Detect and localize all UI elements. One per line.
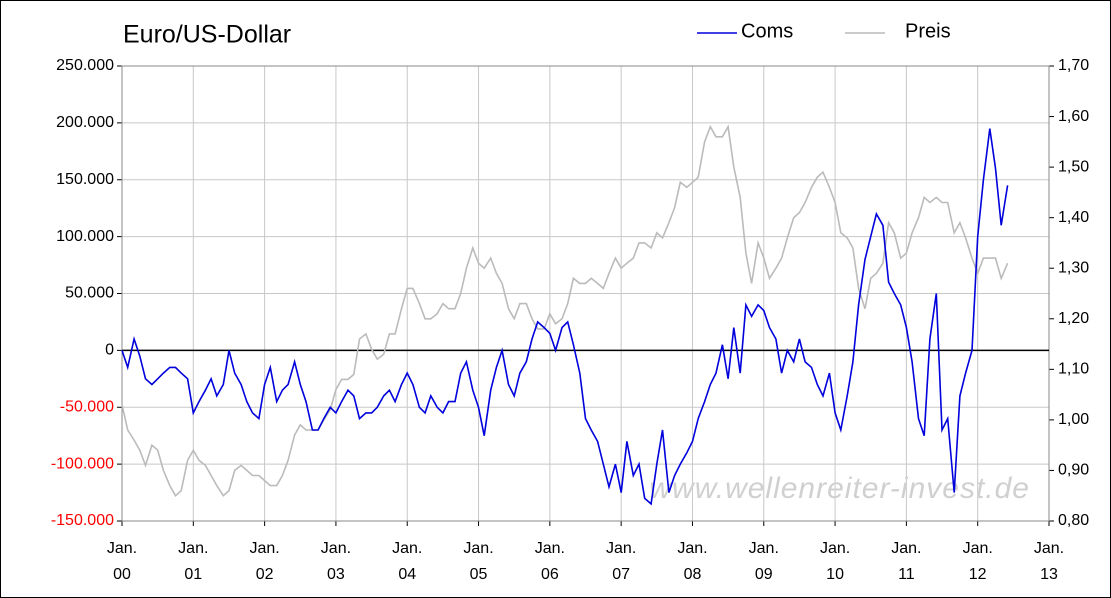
y-tick-label: 150.000 [56, 171, 114, 188]
y2-tick-label: 1,10 [1058, 361, 1089, 378]
y-tick-label: 50.000 [65, 285, 114, 302]
y-tick-label: -50.000 [60, 398, 114, 415]
x-tick-label: Jan. 13 [1034, 540, 1064, 583]
y-tick-label: 0 [105, 342, 114, 359]
y2-tick-label: 1,40 [1058, 209, 1089, 226]
y-tick-label: 250.000 [56, 57, 114, 74]
x-tick-label: Jan. 08 [677, 540, 707, 583]
x-tick-label: Jan. 04 [392, 540, 422, 583]
x-tick-label: Jan. 00 [107, 540, 137, 583]
y2-tick-label: 0,90 [1058, 462, 1089, 479]
y-tick-label: 200.000 [56, 114, 114, 131]
x-tick-label: Jan. 06 [535, 540, 565, 583]
x-tick-label: Jan. 12 [963, 540, 993, 583]
y2-tick-label: 0,80 [1058, 512, 1089, 529]
chart-title: Euro/US-Dollar [123, 21, 291, 49]
y2-tick-label: 1,00 [1058, 411, 1089, 428]
y-tick-label: -150.000 [51, 512, 114, 529]
x-tick-label: Jan. 03 [321, 540, 351, 583]
y2-tick-label: 1,70 [1058, 57, 1089, 74]
x-tick-label: Jan. 07 [606, 540, 636, 583]
x-tick-label: Jan. 05 [463, 540, 493, 583]
y-tick-label: 100.000 [56, 228, 114, 245]
plot-border [121, 65, 1050, 522]
x-tick-label: Jan. 11 [891, 540, 921, 583]
legend-label: Coms [741, 20, 793, 42]
y2-tick-label: 1,50 [1058, 158, 1089, 175]
y2-tick-label: 1,20 [1058, 310, 1089, 327]
y-tick-label: -100.000 [51, 455, 114, 472]
x-tick-label: Jan. 10 [820, 540, 850, 583]
watermark: www.wellenreiter-invest.de [649, 472, 1030, 505]
x-tick-label: Jan. 02 [249, 540, 279, 583]
x-tick-label: Jan. 01 [178, 540, 208, 583]
y2-tick-label: 1,60 [1058, 108, 1089, 125]
legend-label: Preis [905, 20, 951, 42]
series-line [121, 128, 1009, 506]
y2-tick-label: 1,30 [1058, 259, 1089, 276]
x-tick-label: Jan. 09 [749, 540, 779, 583]
